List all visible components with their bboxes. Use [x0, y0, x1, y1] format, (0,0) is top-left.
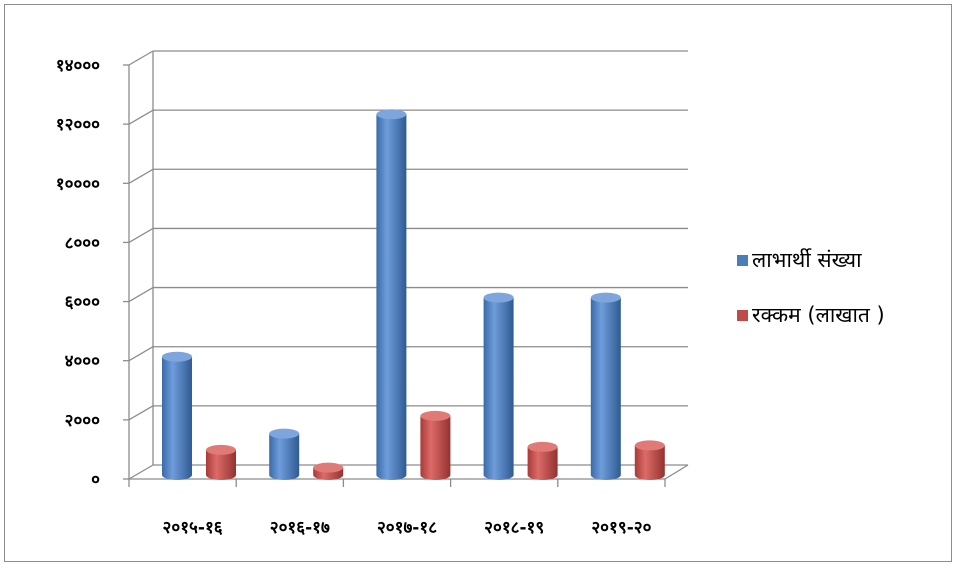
y-tick-label: १२००० — [56, 115, 100, 135]
gridline-diagonal — [128, 346, 154, 362]
bar-body — [376, 114, 407, 480]
legend-item: रक्कम (लाखात ) — [737, 303, 885, 327]
floor-edge — [664, 464, 689, 480]
gridline-diagonal — [128, 227, 154, 243]
legend-label: रक्कम (लाखात ) — [752, 303, 885, 327]
y-tick-label: १०००० — [56, 174, 100, 194]
bar-chart: ० २००० ४००० ६००० ८००० १०००० १२००० १४००० २०१५-१६… — [56, 50, 885, 538]
bar-beneficiaries — [162, 351, 192, 480]
bar-body — [590, 297, 621, 480]
legend: लाभार्थी संख्या रक्कम (लाखात ) — [737, 248, 885, 327]
bar-beneficiaries — [483, 292, 514, 480]
bar-top — [590, 292, 621, 303]
bar-top — [269, 428, 300, 439]
x-tick-labels: २०१५-१६ २०१६-१७ २०१७-१८ २०१८-१९ २०१९-२० — [163, 518, 652, 538]
legend-swatch — [737, 255, 748, 266]
legend-label: लाभार्थी संख्या — [752, 248, 862, 272]
y-tick-label: ४००० — [65, 352, 101, 372]
x-tick-label: २०१५-१६ — [163, 518, 223, 538]
bar-beneficiaries — [590, 292, 621, 480]
bar-beneficiaries — [376, 109, 407, 480]
bar-amount — [420, 410, 451, 480]
legend-item: लाभार्थी संख्या — [737, 248, 862, 272]
gridlines — [128, 50, 688, 480]
bar-top — [420, 410, 451, 421]
y-tick-label: ६००० — [65, 293, 101, 313]
x-tick-label: २०१८-१९ — [484, 518, 544, 538]
bar-top — [206, 444, 236, 455]
bar-amount — [313, 462, 344, 480]
bar-top — [376, 109, 407, 120]
gridline-diagonal — [128, 50, 154, 66]
bar-body — [483, 297, 514, 480]
bar-amount — [634, 440, 665, 480]
chart-frame: ० २००० ४००० ६००० ८००० १०००० १२००० १४००० २०१५-१६… — [4, 4, 952, 562]
bar-body — [162, 356, 192, 480]
gridline-diagonal — [128, 168, 154, 184]
bar-top — [634, 440, 665, 451]
gridline-diagonal — [128, 109, 154, 125]
bar-beneficiaries — [269, 428, 300, 480]
gridline-diagonal — [128, 287, 154, 303]
y-tick-label: ८००० — [65, 233, 101, 253]
bar-top — [483, 292, 514, 303]
y-tick-label: ० — [91, 470, 100, 490]
x-tick-label: २०१९-२० — [591, 518, 651, 538]
x-tick-label: २०१६-१७ — [270, 518, 330, 538]
bar-body — [527, 446, 558, 480]
gridline-diagonal — [128, 464, 154, 480]
y-tick-label: १४००० — [56, 56, 100, 76]
bar-body — [420, 415, 451, 480]
y-tick-label: २००० — [65, 411, 101, 431]
gridline-diagonal — [128, 405, 154, 421]
bar-top — [527, 441, 558, 452]
x-tick-label: २०१७-१८ — [377, 518, 437, 538]
bar-body — [206, 449, 236, 480]
bar-amount — [527, 441, 558, 480]
bar-body — [634, 445, 665, 480]
bars — [162, 109, 665, 480]
legend-swatch — [737, 310, 748, 321]
bar-top — [313, 462, 344, 473]
y-tick-labels: ० २००० ४००० ६००० ८००० १०००० १२००० १४००० — [56, 56, 100, 490]
bar-top — [162, 351, 192, 362]
bar-amount — [206, 444, 236, 480]
bar-body — [269, 433, 300, 480]
